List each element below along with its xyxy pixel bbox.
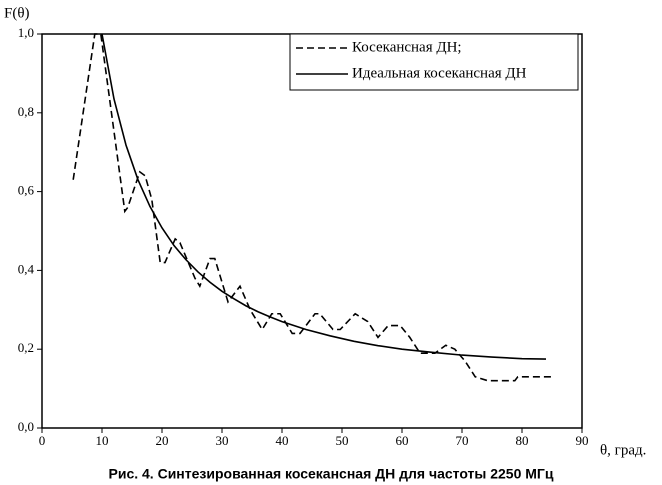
plot-frame — [41, 33, 583, 429]
y-tick-label: 0,6 — [18, 183, 35, 198]
caption: Рис. 4. Синтезированная косекансная ДН д… — [109, 466, 554, 482]
series-line — [101, 33, 547, 360]
x-tick-label: 90 — [576, 433, 589, 448]
x-axis-label: θ, град. — [600, 442, 646, 458]
y-tick-label: 0,4 — [18, 261, 35, 276]
y-tick-label: 1,0 — [18, 25, 34, 40]
y-axis-label: F(θ) — [4, 5, 30, 21]
x-tick-label: 50 — [336, 433, 349, 448]
x-tick-label: 0 — [39, 433, 46, 448]
y-tick-label: 0,2 — [18, 340, 34, 355]
x-tick-label: 70 — [456, 433, 469, 448]
x-tick-label: 40 — [276, 433, 289, 448]
legend-label: Идеальная косекансная ДН — [352, 65, 527, 81]
y-tick-label: 0,0 — [18, 419, 34, 434]
x-tick-label: 30 — [216, 433, 229, 448]
series-line — [72, 33, 552, 382]
x-tick-label: 80 — [516, 433, 529, 448]
x-tick-label: 60 — [396, 433, 409, 448]
legend-box — [289, 33, 579, 91]
y-tick-label: 0,8 — [18, 104, 34, 119]
legend-label: Косекансная ДН; — [352, 39, 462, 55]
x-tick-label: 10 — [96, 433, 109, 448]
x-tick-label: 20 — [156, 433, 169, 448]
